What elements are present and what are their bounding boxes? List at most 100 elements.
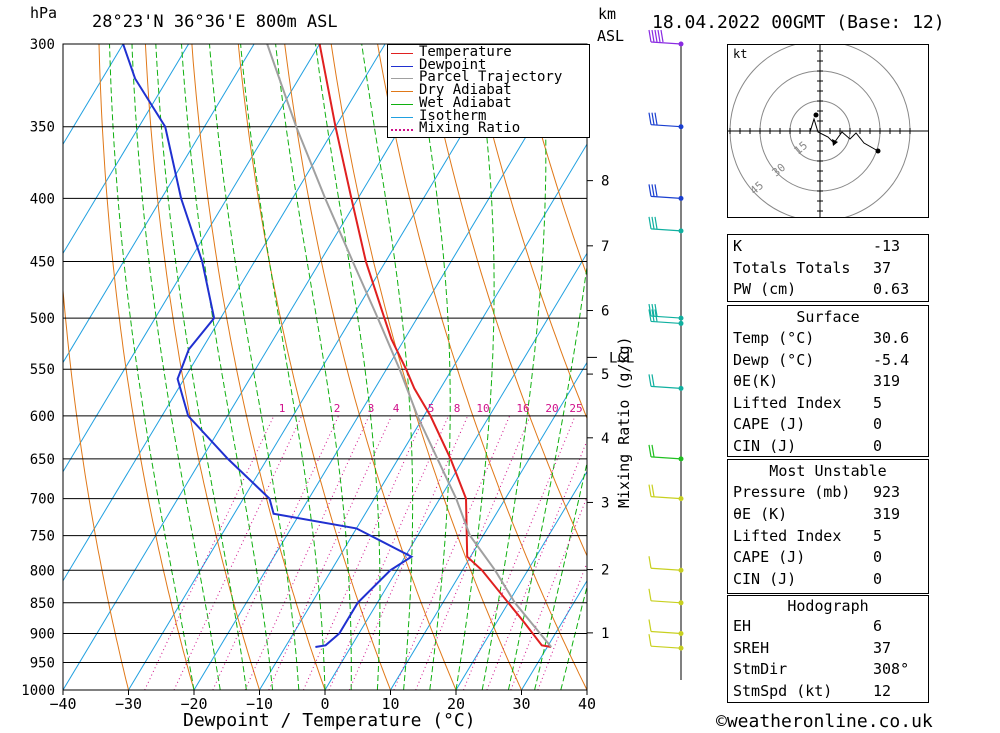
indices-panel: K -13 Totals Totals 37 PW (cm) 0.63 (727, 234, 929, 302)
dry-adiabat-line (284, 44, 457, 690)
mixing-ratio-tick-label: 16 (516, 402, 529, 415)
location-title: 28°23'N 36°36'E 800m ASL (92, 12, 338, 32)
storm-motion-marker (832, 139, 838, 146)
pressure-tick-label: 350 (30, 120, 55, 136)
wind-barb-feather (651, 309, 655, 322)
pressure-tick-label: 700 (30, 492, 55, 508)
stat-row: PW (cm) 0.63 (728, 279, 928, 300)
stat-value: 0 (873, 548, 883, 567)
mixing-ratio-line (268, 415, 392, 690)
wind-barb-feather (648, 184, 652, 197)
dry-adiabat-line (377, 44, 587, 690)
mixing-ratio-line (212, 415, 339, 690)
wind-barb-shaft (650, 630, 682, 635)
stat-row: CAPE (J) 0 (728, 414, 928, 435)
legend-label: Wet Adiabat (419, 94, 512, 111)
isotherm-line (128, 44, 517, 690)
series-line-dewpoint (122, 44, 414, 648)
hodograph-point (875, 148, 881, 154)
wind-barb-feather (654, 184, 658, 197)
legend-item: Mixing Ratio (388, 121, 588, 136)
km-tick-label: 6 (601, 304, 609, 320)
km-tick-label: 4 (601, 431, 609, 447)
wind-barb-feather (648, 444, 652, 457)
hodograph-ring-label: 15 (792, 139, 811, 157)
stat-key: SREH (733, 638, 770, 657)
stat-value: 0 (873, 570, 883, 589)
km-tick-label: 1 (601, 626, 609, 642)
mixing-ratio-line (510, 495, 587, 690)
pressure-tick-label: 400 (30, 191, 55, 207)
wet-adiabat-line (534, 460, 587, 690)
wet-adiabat-line (361, 44, 414, 690)
mixing-ratio-axis-title: Mixing Ratio (g/kg) (615, 336, 633, 508)
dry-adiabat-line (63, 284, 129, 690)
stat-key: CAPE (J) (733, 548, 806, 567)
stat-value: 5 (873, 393, 883, 412)
dry-adiabat-line (935, 44, 1000, 690)
mixing-ratio-line (328, 415, 449, 690)
pressure-tick-label: 550 (30, 362, 55, 378)
stat-value: 0 (873, 415, 883, 433)
stat-row: CIN (J) 0 (728, 569, 928, 590)
dry-adiabat-line (470, 44, 587, 420)
stat-key: θE(K) (733, 372, 779, 390)
stat-row: Pressure (mb) 923 (728, 482, 928, 503)
stat-row: Temp (°C) 30.6 (728, 328, 928, 349)
wind-barb-shaft (650, 496, 682, 500)
isotherm-line (455, 470, 587, 690)
dry-adiabat-line (981, 44, 1000, 690)
isotherm-line (390, 361, 587, 690)
stat-row: Lifted Index 5 (728, 393, 928, 414)
hodograph-ring-label: 45 (748, 179, 767, 197)
most-unstable-panel: Most Unstable Pressure (mb) 923 θE (K) 319 L… (727, 459, 929, 594)
stat-key: Pressure (mb) (733, 483, 851, 501)
stat-value: 319 (873, 372, 901, 390)
wet-adiabat-line (560, 584, 587, 690)
wind-barb-feather (657, 29, 661, 43)
stat-value: 6 (873, 617, 883, 635)
pressure-tick-label: 300 (30, 37, 55, 53)
hodograph-ring-label: 30 (770, 161, 789, 179)
stat-value: -13 (873, 237, 901, 255)
pressure-tick-label: 450 (30, 255, 55, 271)
wind-barb-feather (651, 444, 655, 457)
surface-title: Surface (796, 308, 860, 326)
dry-adiabat-line (98, 44, 195, 690)
pressure-tick-label: 900 (30, 626, 55, 642)
wind-barb-shaft (650, 385, 682, 389)
wind-barb-feather (651, 303, 655, 317)
km-label: km (598, 5, 617, 23)
legend-label: Parcel Trajectory (419, 69, 563, 86)
hodograph-unit: kt (733, 47, 748, 61)
isotherm-line (193, 44, 583, 690)
x-tick-label: −10 (246, 695, 273, 713)
isotherm-line (259, 143, 587, 690)
legend-item: Dewpoint (388, 57, 588, 73)
copyright[interactable]: ©weatheronline.co.uk (716, 711, 933, 732)
wind-barb-feather (648, 112, 652, 125)
dry-adiabat-line (191, 44, 326, 690)
legend-swatch (391, 78, 413, 80)
mixing-ratio-tick-label: 3 (368, 402, 375, 415)
x-tick-label: 30 (512, 695, 530, 713)
wind-barb-feather (654, 216, 658, 229)
surface-panel: Surface Temp (°C) 30.6 Dewp (°C) -5.4 θE(K) 3… (727, 305, 929, 457)
wet-adiabat-line (131, 44, 221, 690)
hpa-label: hPa (30, 4, 58, 22)
legend: Temperature Dewpoint Parcel Trajectory Dry … (387, 44, 590, 138)
hodograph-stats-title: Hodograph (787, 597, 869, 615)
legend-label: Temperature (419, 44, 512, 60)
wind-barb-feather (648, 303, 652, 317)
pressure-tick-label: 750 (30, 529, 55, 545)
mixing-ratio-line (244, 415, 370, 690)
km-tick-label: 7 (601, 239, 609, 255)
stat-row: CAPE (J) 0 (728, 547, 928, 568)
wet-adiabat-line (455, 44, 495, 690)
dry-adiabat-line (330, 44, 522, 690)
legend-item: Isotherm (388, 108, 588, 124)
wet-adiabat-line (209, 44, 300, 690)
series-line-parcel-trajectory (266, 44, 552, 648)
legend-label: Dry Adiabat (419, 82, 512, 99)
